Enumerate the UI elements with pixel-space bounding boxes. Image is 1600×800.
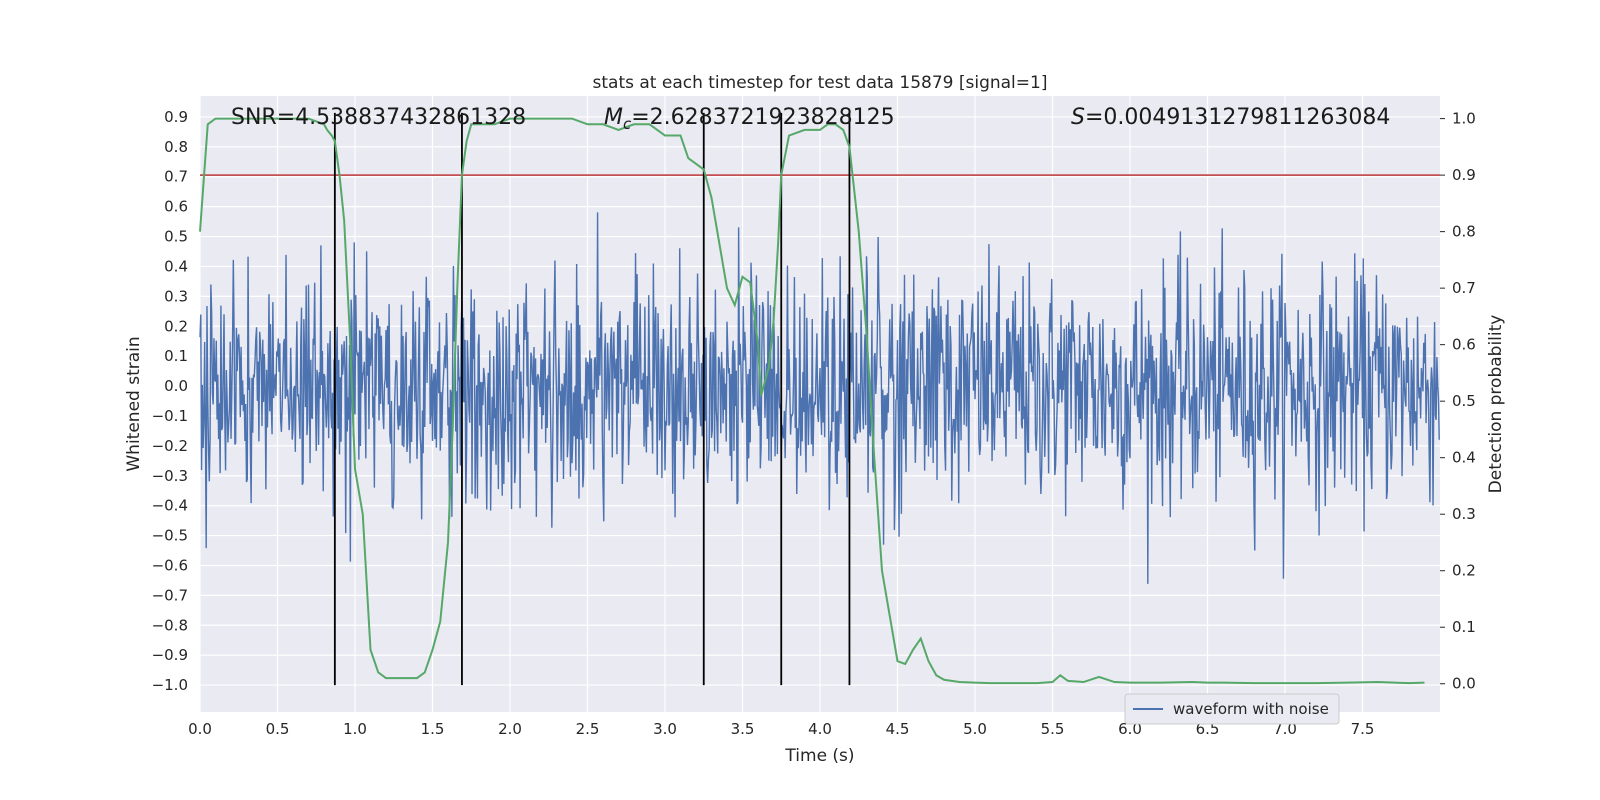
y-left-tick-label: −0.3 bbox=[152, 467, 188, 485]
x-tick-label: 4.5 bbox=[886, 720, 910, 738]
vertical-lines bbox=[333, 112, 851, 686]
x-tick-label: 2.5 bbox=[576, 720, 600, 738]
x-tick-label: 7.5 bbox=[1351, 720, 1375, 738]
y-right-tick-label: 0.9 bbox=[1452, 166, 1476, 184]
x-tick-label: 0.5 bbox=[266, 720, 290, 738]
y-left-tick-label: 0.7 bbox=[164, 168, 188, 186]
y-left-tick-label: 0.4 bbox=[164, 257, 188, 275]
y-left-tick-label: −0.8 bbox=[152, 616, 188, 634]
probability-series bbox=[199, 117, 1425, 685]
y-left-tick-label: 0.9 bbox=[164, 108, 188, 126]
y-left-tick-label: 0.6 bbox=[164, 198, 188, 216]
x-tick-label: 3.0 bbox=[653, 720, 677, 738]
legend-label: waveform with noise bbox=[1173, 700, 1329, 718]
y-right-tick-label: 1.0 bbox=[1452, 110, 1476, 128]
strain-line bbox=[199, 212, 1440, 584]
chirp-mass-annotation: Mc=2.6283721923828125 bbox=[604, 105, 895, 133]
y-right-tick-label: 0.0 bbox=[1452, 675, 1476, 693]
snr-annotation: SNR=4.538837432861328 bbox=[231, 105, 526, 130]
s-symbol: S bbox=[1071, 105, 1085, 130]
x-tick-label: 5.5 bbox=[1041, 720, 1065, 738]
y-left-ticks: 0.9 0.8 0.7 0.6 0.5 0.4 0.3 0.2 0.1 0.0 −0.1 −0.2 −0… bbox=[152, 108, 188, 694]
probability-line bbox=[199, 117, 1425, 685]
y-right-tick-label: 0.3 bbox=[1452, 505, 1476, 523]
legend-box bbox=[1124, 693, 1340, 725]
x-tick-label: 0.0 bbox=[188, 720, 212, 738]
chirp-mass-value: =2.6283721923828125 bbox=[631, 105, 894, 130]
y-left-tick-label: 0.2 bbox=[164, 317, 188, 335]
y-left-tick-label: 0.3 bbox=[164, 287, 188, 305]
x-tick-label: 1.0 bbox=[343, 720, 367, 738]
y-right-tick-label: 0.4 bbox=[1452, 449, 1476, 467]
x-tick-label: 1.5 bbox=[421, 720, 445, 738]
s-value: =0.004913127981126308​4 bbox=[1085, 105, 1390, 130]
y-right-tick-label: 0.6 bbox=[1452, 336, 1476, 354]
strain-series bbox=[199, 212, 1440, 584]
x-tick-label: 5.0 bbox=[963, 720, 987, 738]
chart-title: stats at each timestep for test data 158… bbox=[593, 73, 1048, 93]
y-left-tick-label: 0.0 bbox=[164, 377, 188, 395]
y-left-tick-label: −0.2 bbox=[152, 437, 188, 455]
y-right-tick-label: 0.1 bbox=[1452, 618, 1476, 636]
y-right-tick-label: 0.7 bbox=[1452, 279, 1476, 297]
y-left-tick-label: −0.6 bbox=[152, 556, 188, 574]
y-right-tick-label: 0.8 bbox=[1452, 223, 1476, 241]
y-left-tick-label: 0.1 bbox=[164, 347, 188, 365]
y-axis-right-label: Detection probability bbox=[1486, 315, 1506, 494]
chirp-mass-symbol: M bbox=[604, 105, 623, 130]
y-left-tick-label: −0.1 bbox=[152, 407, 188, 425]
x-axis-label: Time (s) bbox=[784, 746, 854, 766]
chirp-mass-subscript: c bbox=[623, 115, 632, 133]
x-tick-label: 4.0 bbox=[808, 720, 832, 738]
y-left-tick-label: −0.7 bbox=[152, 586, 188, 604]
y-left-tick-label: 0.8 bbox=[164, 138, 188, 156]
y-left-tick-label: −0.9 bbox=[152, 646, 188, 664]
y-left-tick-label: −1.0 bbox=[152, 676, 188, 694]
y-axis-left-label: Whitened strain bbox=[124, 336, 144, 471]
y-right-ticks: 1.0 0.9 0.8 0.7 0.6 0.5 0.4 0.3 0.2 0.1 0.0 bbox=[1440, 110, 1476, 693]
y-left-tick-label: −0.5 bbox=[152, 527, 188, 545]
y-right-tick-label: 0.2 bbox=[1452, 562, 1476, 580]
y-left-tick-label: 0.5 bbox=[164, 228, 188, 246]
y-right-tick-label: 0.5 bbox=[1452, 392, 1476, 410]
y-left-tick-label: −0.4 bbox=[152, 497, 188, 515]
s-annotation: S=0.004913127981126308​4 bbox=[1071, 105, 1390, 130]
legend: waveform with noise bbox=[1124, 693, 1340, 725]
x-tick-label: 2.0 bbox=[498, 720, 522, 738]
x-tick-label: 3.5 bbox=[731, 720, 755, 738]
